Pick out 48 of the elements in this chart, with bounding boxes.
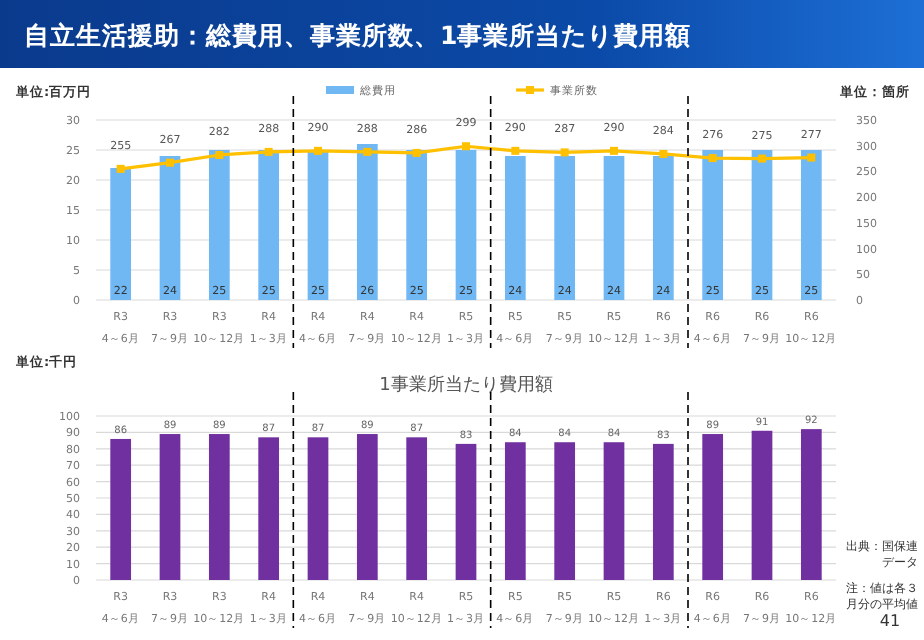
bar	[652, 443, 674, 580]
bar	[208, 150, 230, 300]
point	[560, 148, 569, 157]
bar	[504, 156, 526, 300]
bar	[110, 168, 132, 300]
bar	[751, 150, 773, 300]
bar	[702, 150, 724, 300]
point	[363, 147, 372, 156]
chart-title: 1事業所当たり費用額	[379, 374, 553, 396]
bar	[800, 150, 822, 300]
point	[610, 146, 618, 155]
point	[116, 164, 125, 173]
point	[708, 154, 717, 163]
bar	[652, 156, 674, 300]
bar	[603, 156, 625, 300]
point	[314, 146, 322, 155]
point	[807, 153, 816, 162]
bar	[504, 442, 526, 580]
point	[215, 150, 224, 159]
bar	[307, 437, 329, 580]
bar	[603, 442, 625, 580]
bar	[356, 144, 378, 300]
point	[462, 142, 470, 151]
point	[264, 147, 273, 156]
chart-title: 自立生活援助：総費用、事業所数、1事業所当たり費用額	[24, 20, 692, 50]
bar	[800, 429, 822, 580]
bar	[751, 430, 773, 580]
bar	[307, 150, 329, 300]
bar	[554, 156, 576, 300]
bar	[258, 150, 280, 300]
bar	[159, 434, 181, 580]
bar	[159, 156, 181, 300]
point	[166, 158, 174, 167]
bar	[406, 437, 428, 580]
bar	[406, 150, 428, 300]
bar	[258, 437, 280, 580]
bar	[554, 442, 576, 580]
bar	[356, 434, 378, 580]
bar	[702, 434, 724, 580]
bar	[110, 438, 132, 580]
bar	[455, 443, 477, 580]
bar	[455, 150, 477, 300]
point	[758, 154, 766, 163]
point	[659, 149, 668, 158]
bar	[208, 434, 230, 580]
text: 41	[879, 612, 901, 630]
point	[412, 148, 421, 157]
point	[511, 146, 520, 155]
